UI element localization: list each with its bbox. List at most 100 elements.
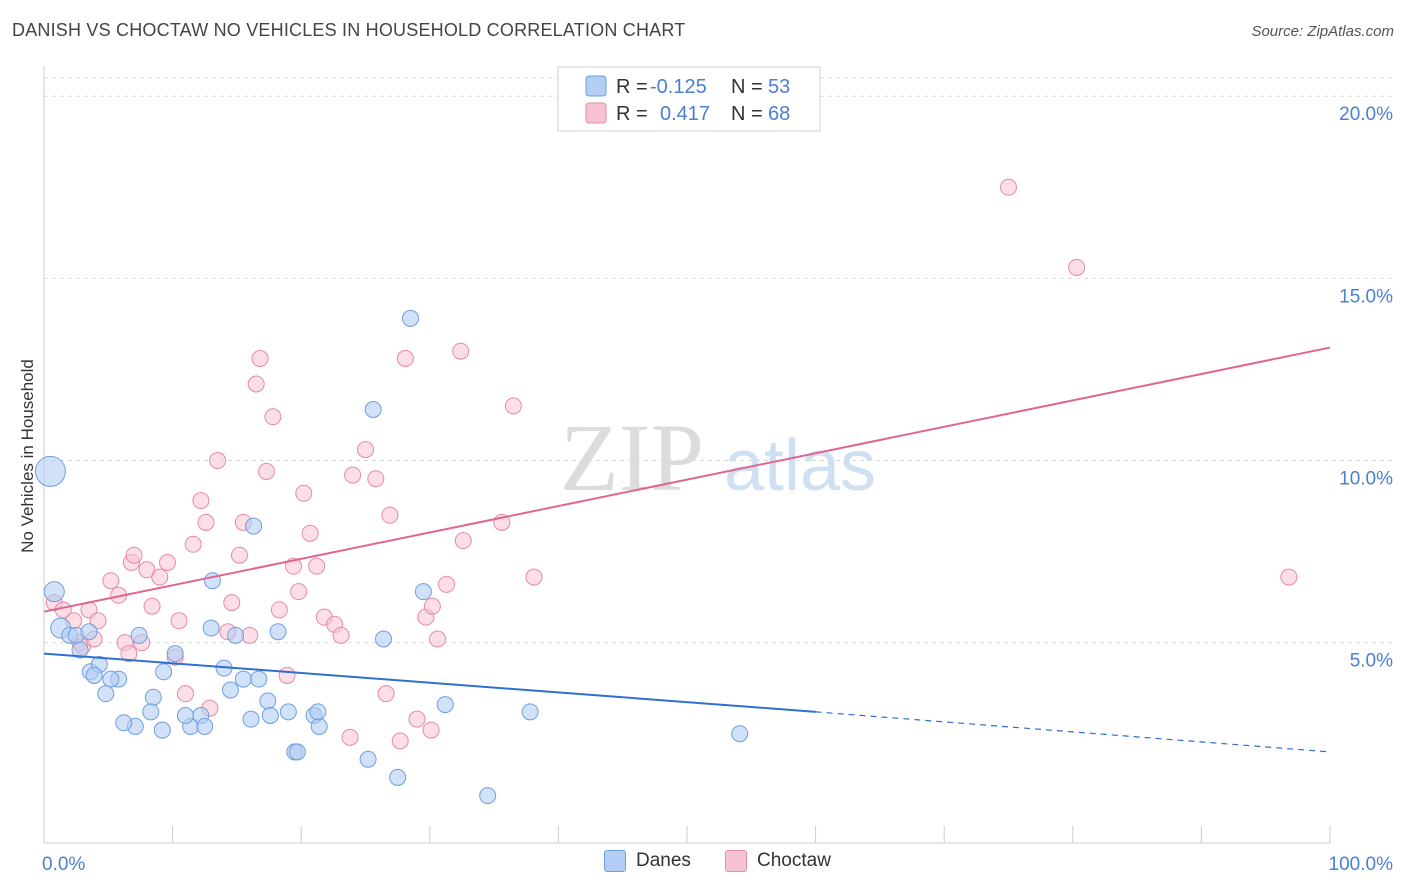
choctaw-point — [151, 568, 169, 586]
choctaw-legend-label: Choctaw — [757, 850, 831, 871]
danes-point — [402, 309, 420, 327]
choctaw-point — [247, 375, 265, 393]
choctaw-point — [295, 484, 313, 502]
danes-point — [414, 583, 432, 601]
choctaw-point — [341, 728, 359, 746]
y-tick-label: 15.0% — [1339, 286, 1393, 307]
y-tick-label: 10.0% — [1339, 469, 1393, 490]
choctaw-point — [396, 350, 414, 367]
choctaw-point — [525, 568, 543, 586]
y-tick-label: 5.0% — [1350, 651, 1393, 672]
watermark-atlas: atlas — [724, 426, 876, 506]
legend-choctaw-swatch — [585, 102, 607, 124]
y-tick-label: 20.0% — [1339, 104, 1393, 125]
danes-point — [166, 645, 184, 663]
bottom-legend-danes: Danes — [604, 850, 691, 872]
danes-point — [202, 619, 220, 637]
danes-point — [196, 717, 214, 735]
choctaw-point — [251, 350, 269, 367]
legend-danes-r-value: -0.125 — [650, 76, 707, 98]
choctaw-point — [438, 575, 456, 593]
choctaw-point — [264, 408, 282, 426]
danes-point — [102, 670, 120, 688]
danes-point — [71, 641, 89, 659]
choctaw-point — [209, 452, 227, 469]
choctaw-swatch — [725, 850, 747, 872]
choctaw-point — [197, 513, 215, 531]
choctaw-point — [367, 470, 385, 488]
legend-choctaw-r-label: R = — [616, 103, 648, 125]
choctaw-point — [143, 597, 161, 615]
danes-point — [261, 707, 279, 724]
choctaw-point — [357, 441, 374, 459]
choctaw-trendline — [43, 346, 1331, 613]
choctaw-point — [504, 397, 522, 415]
choctaw-point — [1000, 178, 1017, 196]
danes-point — [375, 630, 393, 648]
x-tick-label: 0.0% — [42, 854, 85, 875]
choctaw-point — [308, 557, 326, 575]
danes-point — [389, 768, 407, 786]
choctaw-point — [454, 532, 472, 550]
danes-trendline-extension — [815, 711, 1331, 753]
choctaw-point — [158, 554, 176, 571]
danes-point — [479, 787, 497, 805]
choctaw-point — [138, 561, 156, 579]
danes-point — [153, 721, 171, 739]
danes-point — [227, 626, 245, 644]
danes-point — [250, 670, 268, 688]
chart-title: DANISH VS CHOCTAW NO VEHICLES IN HOUSEHO… — [12, 20, 686, 40]
choctaw-point — [301, 524, 319, 542]
axes — [43, 66, 1331, 844]
danes-point — [259, 692, 277, 710]
danes-point — [279, 703, 297, 721]
danes-point — [85, 666, 103, 684]
danes-point — [359, 750, 377, 768]
choctaw-point — [1280, 568, 1298, 586]
danes-point — [34, 455, 66, 487]
choctaw-point — [223, 594, 241, 612]
danes-point — [130, 626, 148, 644]
choctaw-point — [1068, 258, 1086, 276]
watermark-zip: ZIP — [560, 404, 704, 511]
choctaw-point — [422, 721, 440, 739]
legend-choctaw-r-value: 0.417 — [660, 103, 710, 125]
danes-point — [245, 517, 263, 535]
stats-legend: R = -0.125 N = 53 R = 0.417 N = 68 — [557, 66, 821, 132]
danes-point — [436, 696, 454, 714]
choctaw-point — [377, 685, 395, 703]
legend-danes-n-label: N = — [731, 76, 763, 98]
danes-point — [234, 670, 252, 688]
danes-swatch — [604, 850, 626, 872]
danes-point — [269, 623, 287, 641]
danes-point — [115, 714, 133, 732]
danes-point — [364, 401, 382, 418]
choctaw-point — [391, 732, 409, 750]
choctaw-point — [408, 710, 426, 728]
choctaw-point — [429, 630, 447, 648]
choctaw-point — [170, 612, 188, 630]
choctaw-point — [241, 626, 259, 644]
choctaw-point — [102, 572, 120, 590]
watermark: ZIP atlas — [560, 404, 876, 511]
danes-point — [521, 703, 539, 721]
danes-point — [310, 717, 328, 735]
choctaw-point — [120, 645, 138, 663]
choctaw-point — [332, 626, 350, 644]
choctaw-point — [344, 466, 362, 484]
danes-point — [97, 685, 115, 703]
danes-series — [34, 309, 749, 805]
choctaw-point — [230, 546, 248, 564]
danes-point — [155, 663, 173, 681]
danes-point — [176, 707, 194, 724]
choctaw-point — [89, 612, 107, 630]
choctaw-point — [192, 492, 210, 510]
legend-choctaw-n-value: 68 — [768, 103, 790, 125]
tick-labels: 5.0% 10.0% 15.0% 20.0% 0.0% 100.0% — [42, 104, 1393, 875]
choctaw-point — [270, 601, 288, 619]
choctaw-point — [290, 583, 308, 601]
danes-point — [80, 623, 98, 641]
choctaw-point — [381, 506, 399, 524]
danes-point — [43, 581, 65, 603]
